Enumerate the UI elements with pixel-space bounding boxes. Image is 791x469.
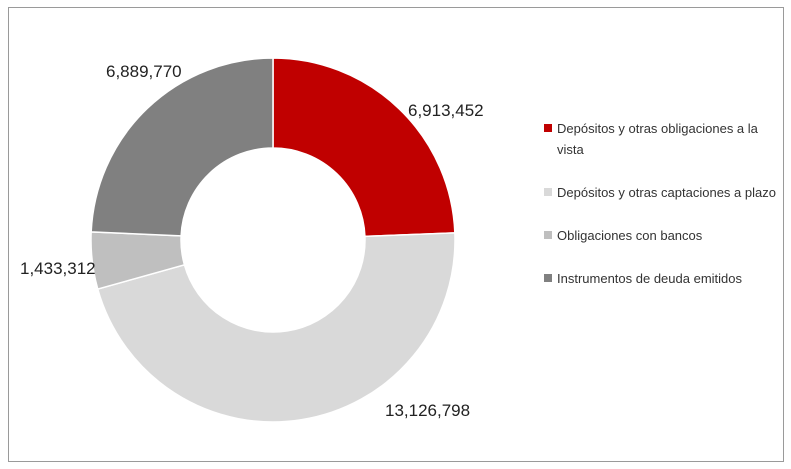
data-label-depositos-plazo: 13,126,798 xyxy=(385,401,470,420)
legend-label: Obligaciones con bancos xyxy=(557,228,703,243)
chart-legend: Depósitos y otras obligaciones a la vist… xyxy=(544,118,776,311)
legend-item-depositos-plazo[interactable]: Depósitos y otras captaciones a plazo xyxy=(544,182,776,203)
data-label-obligaciones-bancos: 1,433,312 xyxy=(20,259,96,278)
legend-item-instrumentos-deuda[interactable]: Instrumentos de deuda emitidos xyxy=(544,268,776,289)
legend-label: Depósitos y otras obligaciones a la vist… xyxy=(557,121,758,157)
data-label-depositos-vista: 6,913,452 xyxy=(408,101,484,120)
legend-item-depositos-vista[interactable]: Depósitos y otras obligaciones a la vist… xyxy=(544,118,776,160)
legend-swatch xyxy=(544,274,552,282)
legend-swatch xyxy=(544,124,552,132)
slice-depositos-plazo[interactable] xyxy=(96,232,456,423)
data-label-instrumentos-deuda: 6,889,770 xyxy=(106,62,182,81)
legend-swatch xyxy=(544,188,552,196)
data-labels: 6,913,452 13,126,798 1,433,312 6,889,770 xyxy=(20,62,484,420)
donut-slices xyxy=(90,57,456,423)
slice-instrumentos-deuda[interactable] xyxy=(90,57,274,237)
slice-depositos-vista[interactable] xyxy=(272,57,456,238)
legend-label: Depósitos y otras captaciones a plazo xyxy=(557,185,776,200)
legend-item-obligaciones-bancos[interactable]: Obligaciones con bancos xyxy=(544,225,776,246)
legend-swatch xyxy=(544,231,552,239)
legend-label: Instrumentos de deuda emitidos xyxy=(557,271,742,286)
